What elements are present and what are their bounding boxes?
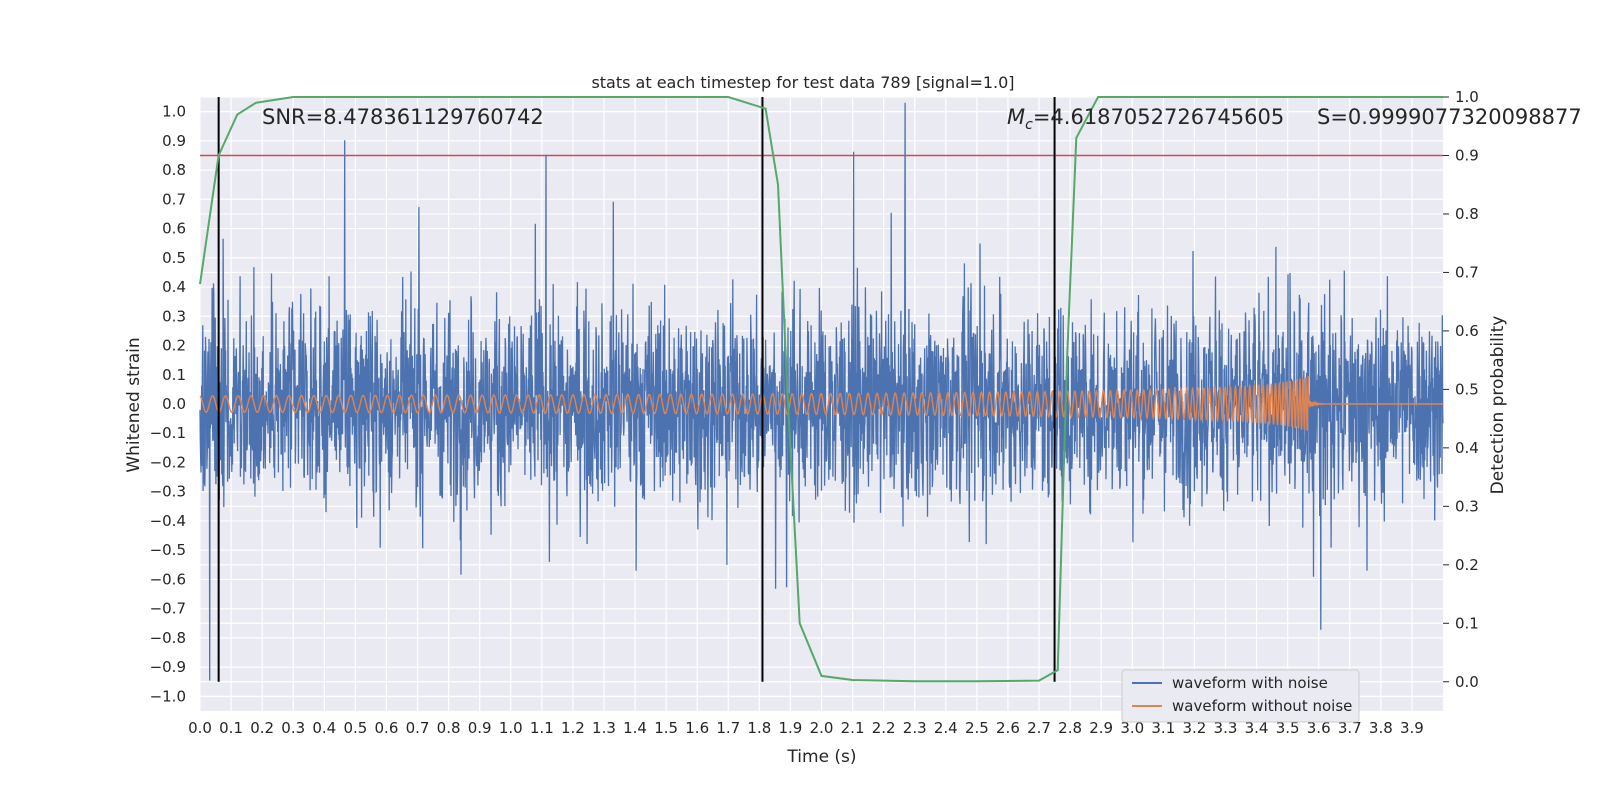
y-tick-label: −0.1 — [150, 424, 186, 442]
x-tick-label: 2.7 — [1027, 719, 1051, 737]
y-right-tick-label: 0.4 — [1455, 439, 1479, 457]
x-tick-label: 1.4 — [623, 719, 647, 737]
y-tick-label: 0.6 — [162, 220, 186, 238]
x-tick-label: 3.5 — [1276, 719, 1300, 737]
y-tick-label: 0.4 — [162, 278, 186, 296]
x-axis-label: Time (s) — [786, 747, 856, 767]
y-tick-label: 0.3 — [162, 307, 186, 325]
x-tick-label: 1.5 — [654, 719, 678, 737]
x-tick-label: 1.3 — [592, 719, 616, 737]
x-tick-label: 1.6 — [685, 719, 709, 737]
x-tick-label: 2.4 — [934, 719, 958, 737]
probability-line — [199, 96, 1443, 683]
y-tick-label: 0.1 — [162, 366, 186, 384]
y-right-axis-label: Detection probability — [1488, 316, 1508, 495]
x-tick-label: 0.1 — [219, 719, 243, 737]
y-tick-label: 0.8 — [162, 161, 186, 179]
y-tick-label: 0.5 — [162, 249, 186, 267]
y-tick-label: −0.6 — [150, 570, 186, 588]
x-tick-label: 2.3 — [903, 719, 927, 737]
x-tick-label: 2.8 — [1058, 719, 1082, 737]
x-tick-label: 1.2 — [561, 719, 585, 737]
x-tick-label: 0.5 — [343, 719, 367, 737]
x-tick-label: 0.9 — [468, 719, 492, 737]
x-tick-labels: 0.0 0.1 0.2 0.3 0.4 0.5 0.6 0.7 0.8 0.9 1.0 1.1 1.2 1… — [188, 719, 1424, 737]
x-tick-label: 2.9 — [1089, 719, 1113, 737]
y-tick-label: 0.0 — [162, 395, 186, 413]
y-tick-label: −0.2 — [150, 453, 186, 471]
y-tick-label: −1.0 — [150, 687, 186, 705]
y-tick-label: 0.9 — [162, 132, 186, 150]
y-right-tick-label: 0.6 — [1455, 322, 1479, 340]
y-axis-label: Whitened strain — [124, 337, 144, 472]
x-tick-label: 0.6 — [375, 719, 399, 737]
x-tick-label: 1.0 — [499, 719, 523, 737]
clean-line — [199, 376, 1443, 431]
legend: waveform with noise waveform without noi… — [1121, 669, 1360, 723]
y-right-tick-labels: 1.0 0.9 0.8 0.7 0.6 0.5 0.4 0.3 0.2 0.1 0.0 — [1443, 88, 1479, 691]
noise-line — [199, 102, 1444, 681]
x-tick-label: 3.8 — [1369, 719, 1393, 737]
y-right-tick-label: 0.8 — [1455, 205, 1479, 223]
y-right-tick-label: 0.7 — [1455, 263, 1479, 281]
y-tick-label: −0.9 — [150, 658, 186, 676]
y-right-tick-label: 0.3 — [1455, 497, 1479, 515]
y-tick-label: −0.8 — [150, 629, 186, 647]
y-tick-label: 1.0 — [162, 103, 186, 121]
y-tick-labels: 1.0 0.9 0.8 0.7 0.6 0.5 0.4 0.3 0.2 0.1 0.0 −0.1 −0.… — [150, 103, 186, 706]
y-tick-label: −0.5 — [150, 541, 186, 559]
x-tick-label: 1.7 — [716, 719, 740, 737]
x-tick-label: 0.0 — [188, 719, 212, 737]
x-tick-label: 3.2 — [1182, 719, 1206, 737]
x-tick-label: 0.7 — [406, 719, 430, 737]
x-tick-label: 3.4 — [1245, 719, 1269, 737]
y-tick-label: −0.4 — [150, 512, 186, 530]
y-right-tick-label: 1.0 — [1455, 88, 1479, 106]
y-right-tick-label: 0.5 — [1455, 380, 1479, 398]
x-tick-label: 3.7 — [1338, 719, 1362, 737]
x-tick-label: 0.2 — [250, 719, 274, 737]
y-right-tick-label: 0.9 — [1455, 146, 1479, 164]
x-tick-label: 3.9 — [1400, 719, 1424, 737]
x-tick-label: 2.1 — [841, 719, 865, 737]
x-tick-label: 3.3 — [1214, 719, 1238, 737]
chart-title: stats at each timestep for test data 789… — [591, 73, 1014, 92]
x-tick-label: 1.1 — [530, 719, 554, 737]
s-annotation: S=0.9999077320098877 — [1317, 105, 1582, 129]
mc-annotation: Mc=4.6187052726745605 — [1007, 105, 1284, 133]
x-tick-label: 3.6 — [1307, 719, 1331, 737]
x-tick-label: 0.4 — [312, 719, 336, 737]
clean-series — [199, 376, 1443, 431]
x-tick-label: 2.6 — [996, 719, 1020, 737]
mc-subscript: c — [1025, 117, 1033, 133]
x-tick-label: 1.9 — [778, 719, 802, 737]
y-tick-label: 0.7 — [162, 190, 186, 208]
y-right-tick-label: 0.0 — [1455, 673, 1479, 691]
probability-series — [199, 96, 1443, 683]
y-tick-label: 0.2 — [162, 337, 186, 355]
vertical-markers — [217, 97, 1056, 682]
legend-label-noise: waveform with noise — [1172, 674, 1328, 692]
x-tick-label: 2.2 — [872, 719, 896, 737]
y-tick-label: −0.7 — [150, 600, 186, 618]
x-tick-label: 1.8 — [747, 719, 771, 737]
x-tick-label: 2.5 — [965, 719, 989, 737]
x-tick-label: 0.8 — [437, 719, 461, 737]
x-tick-label: 2.0 — [810, 719, 834, 737]
legend-label-clean: waveform without noise — [1172, 697, 1352, 715]
mc-value: =4.6187052726745605 — [1033, 105, 1284, 129]
y-tick-label: −0.3 — [150, 483, 186, 501]
x-tick-label: 0.3 — [281, 719, 305, 737]
mc-symbol: M — [1007, 105, 1025, 129]
y-right-tick-label: 0.2 — [1455, 556, 1479, 574]
x-tick-label: 3.1 — [1151, 719, 1175, 737]
legend-box — [1121, 669, 1360, 723]
snr-annotation: SNR=8.478361129760742 — [262, 105, 544, 129]
noise-series — [199, 102, 1444, 681]
y-right-tick-label: 0.1 — [1455, 614, 1479, 632]
x-tick-label: 3.0 — [1120, 719, 1144, 737]
